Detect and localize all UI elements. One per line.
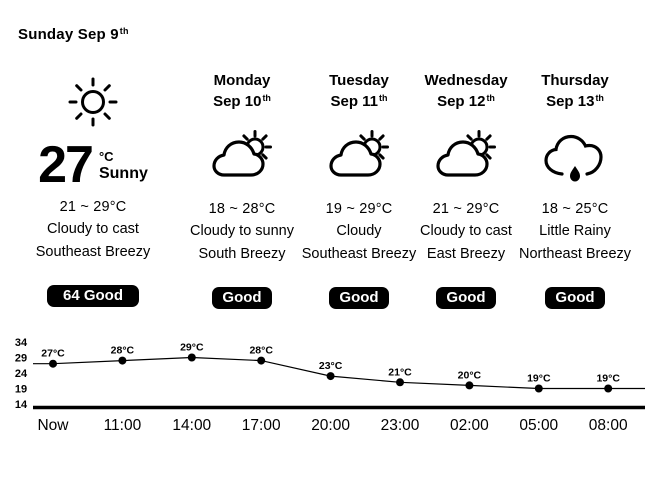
- day-name: Tuesday: [329, 72, 389, 89]
- day-date: Sep 11th: [289, 91, 429, 114]
- sky-condition: Cloudy to cast: [420, 223, 512, 239]
- x-axis-label: 08:00: [589, 417, 628, 434]
- cloud-sun-icon: [329, 130, 389, 177]
- x-axis-label: 23:00: [381, 417, 420, 434]
- day-date-suffix: th: [595, 93, 604, 103]
- temp-range: 18 ~ 28°C: [208, 201, 276, 217]
- day-date-text: Sep 13: [546, 93, 595, 110]
- data-point-label: 21°C: [388, 366, 412, 378]
- x-axis-label: 02:00: [450, 417, 489, 434]
- data-point: [118, 356, 127, 365]
- wind-condition: Southeast Breezy: [35, 244, 151, 260]
- data-point: [465, 381, 474, 390]
- temperature-side: °C Sunny: [99, 147, 148, 183]
- temperature-trend-chart: 34 29 24 19 14 27°C 28°C 29°C 28°C 23°C 21°C 20°C 19…: [15, 337, 645, 434]
- data-point: [187, 353, 196, 362]
- forecast-column-wednesday[interactable]: Wednesday Sep 12th 21 ~ 29°C Cloudy to c…: [396, 70, 536, 309]
- x-axis-label: 05:00: [519, 417, 558, 434]
- condition-label: Sunny: [98, 165, 148, 182]
- day-date: Sep 13th: [505, 91, 645, 114]
- y-axis-tick: 29: [15, 353, 27, 365]
- day-name: Wednesday: [424, 72, 508, 89]
- weather-icon-slot: [289, 114, 429, 198]
- weather-icon-slot: [396, 114, 536, 198]
- air-quality-badge[interactable]: Good: [212, 287, 272, 309]
- air-quality-row: Good: [289, 287, 429, 309]
- data-point-label: 28°C: [249, 345, 273, 357]
- data-point-label: 20°C: [458, 369, 482, 381]
- x-axis-label: 17:00: [242, 417, 281, 434]
- air-quality-badge[interactable]: Good: [545, 287, 605, 309]
- sky-condition: Cloudy to cast: [47, 221, 139, 237]
- temp-range: 21 ~ 29°C: [432, 201, 500, 217]
- cloud-sun-icon: [212, 130, 272, 177]
- data-point-label: 19°C: [527, 373, 551, 385]
- temperature-value: 27: [38, 136, 94, 194]
- data-point: [257, 356, 266, 365]
- weather-icon-slot: [172, 114, 312, 198]
- data-point: [326, 372, 335, 381]
- day-date: Sep 12th: [396, 91, 536, 114]
- data-point-label: 29°C: [180, 342, 204, 354]
- data-point-label: 27°C: [41, 348, 65, 360]
- forecast-column-tuesday[interactable]: Tuesday Sep 11th 19 ~ 29°C Cloudy Southe…: [289, 70, 429, 309]
- rain-cloud-icon: [544, 134, 603, 182]
- air-quality-badge[interactable]: Good: [436, 287, 496, 309]
- day-date-suffix: th: [486, 93, 495, 103]
- wind-condition: Northeast Breezy: [518, 246, 632, 262]
- current-date: Sunday Sep 9th: [18, 26, 129, 43]
- air-quality-row: Good: [396, 287, 536, 309]
- x-axis-label: 11:00: [104, 417, 142, 434]
- wind-condition: South Breezy: [198, 246, 286, 262]
- data-point-label: 28°C: [111, 345, 135, 357]
- y-axis-tick: 14: [15, 399, 28, 411]
- temp-range: 19 ~ 29°C: [325, 201, 393, 217]
- data-point: [534, 384, 543, 393]
- temp-range: 21 ~ 29°C: [59, 199, 127, 215]
- wind-condition: Southeast Breezy: [301, 246, 417, 262]
- temp-range: 18 ~ 25°C: [541, 201, 609, 217]
- y-axis-tick: 34: [15, 337, 28, 349]
- day-date-suffix: th: [379, 93, 388, 103]
- x-axis-label: Now: [37, 417, 69, 434]
- air-quality-badge[interactable]: 64 Good: [46, 285, 139, 307]
- cloud-sun-icon: [436, 130, 496, 177]
- day-name: Monday: [213, 72, 271, 89]
- weather-icon-slot: [505, 114, 645, 198]
- data-point: [49, 359, 57, 368]
- sky-condition: Cloudy to sunny: [190, 223, 294, 239]
- current-weather-icon-slot: [18, 70, 168, 134]
- y-axis-tick: 24: [15, 368, 28, 380]
- air-quality-badge[interactable]: Good: [329, 287, 389, 309]
- sun-icon: [68, 77, 118, 127]
- current-date-suffix: th: [119, 26, 129, 36]
- data-point-label: 23°C: [319, 360, 343, 372]
- air-quality-row: Good: [172, 287, 312, 309]
- sky-condition: Little Rainy: [539, 223, 611, 239]
- day-date-text: Sep 11: [330, 93, 379, 110]
- air-quality-row: 64 Good: [18, 285, 168, 307]
- wind-condition: East Breezy: [426, 246, 506, 262]
- current-temperature: 27 °C Sunny: [18, 134, 168, 196]
- current-weather-panel: 27 °C Sunny 21 ~ 29°C Cloudy to cast Sou…: [18, 70, 168, 307]
- data-point: [604, 384, 613, 393]
- forecast-column-monday[interactable]: Monday Sep 10th 18 ~ 28°C Cloudy to sunn…: [172, 70, 312, 309]
- day-date-text: Sep 12: [437, 93, 486, 110]
- x-axis-label: 14:00: [172, 417, 211, 434]
- day-date-suffix: th: [262, 93, 271, 103]
- forecast-column-thursday[interactable]: Thursday Sep 13th 18 ~ 25°C Little Rainy…: [505, 70, 645, 309]
- current-date-text: Sunday Sep 9: [18, 26, 119, 43]
- day-date: Sep 10th: [172, 91, 312, 114]
- day-date-text: Sep 10: [213, 93, 262, 110]
- data-point-label: 19°C: [596, 373, 620, 385]
- y-axis-tick: 19: [15, 384, 27, 396]
- data-point: [396, 378, 404, 387]
- day-name: Thursday: [541, 72, 609, 89]
- sky-condition: Cloudy: [336, 223, 382, 239]
- temperature-unit: °C: [98, 149, 114, 164]
- air-quality-row: Good: [505, 287, 645, 309]
- x-axis-label: 20:00: [311, 417, 350, 434]
